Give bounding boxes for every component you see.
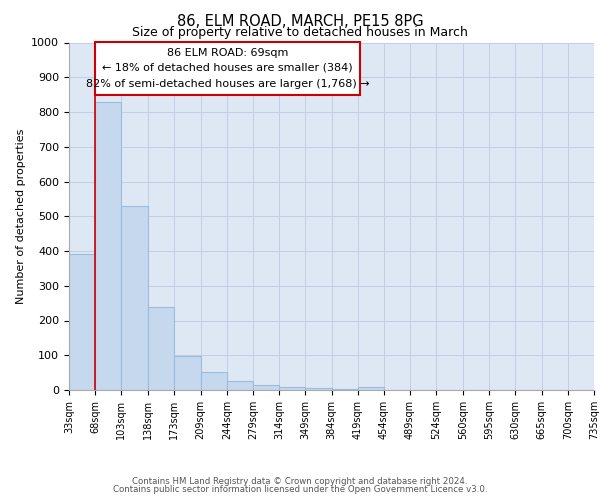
- Bar: [279, 386, 305, 390]
- Text: 86 ELM ROAD: 69sqm: 86 ELM ROAD: 69sqm: [167, 48, 288, 58]
- Bar: [95, 102, 121, 390]
- Bar: [148, 306, 174, 390]
- Text: Contains HM Land Registry data © Crown copyright and database right 2024.: Contains HM Land Registry data © Crown c…: [132, 477, 468, 486]
- FancyBboxPatch shape: [95, 42, 360, 96]
- Bar: [358, 386, 384, 390]
- Y-axis label: Number of detached properties: Number of detached properties: [16, 128, 26, 304]
- Bar: [69, 254, 95, 390]
- Bar: [174, 356, 200, 390]
- Bar: [200, 372, 227, 390]
- Bar: [331, 389, 358, 390]
- Text: 86, ELM ROAD, MARCH, PE15 8PG: 86, ELM ROAD, MARCH, PE15 8PG: [176, 14, 424, 29]
- Text: Size of property relative to detached houses in March: Size of property relative to detached ho…: [132, 26, 468, 39]
- Text: Contains public sector information licensed under the Open Government Licence v3: Contains public sector information licen…: [113, 484, 487, 494]
- Bar: [253, 386, 279, 390]
- Bar: [121, 206, 148, 390]
- Text: ← 18% of detached houses are smaller (384): ← 18% of detached houses are smaller (38…: [102, 62, 353, 72]
- Bar: [227, 382, 253, 390]
- Bar: [305, 388, 331, 390]
- Text: 82% of semi-detached houses are larger (1,768) →: 82% of semi-detached houses are larger (…: [86, 78, 370, 88]
